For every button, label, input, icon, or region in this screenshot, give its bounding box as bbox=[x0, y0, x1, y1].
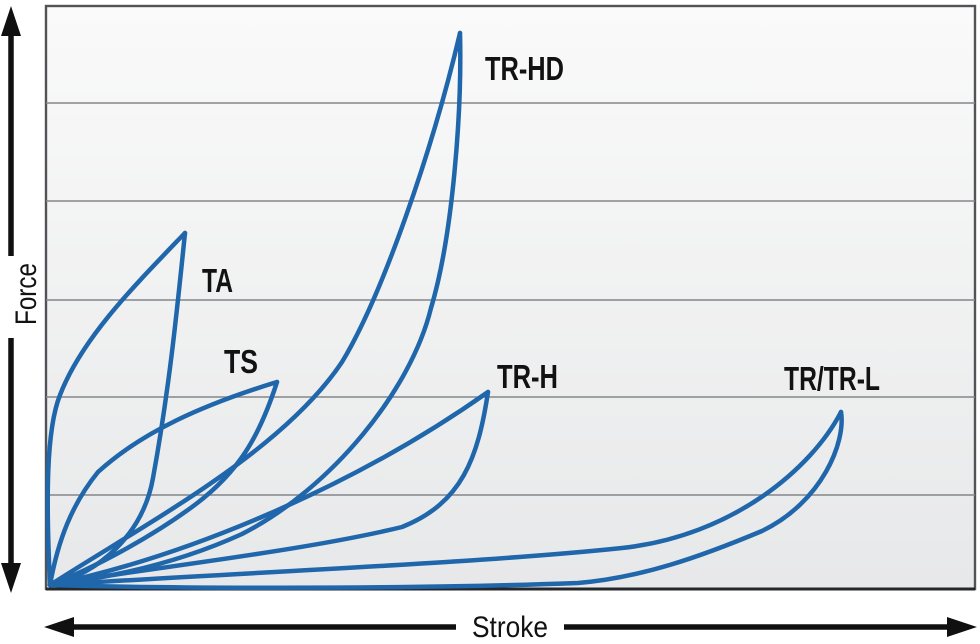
stroke-axis-arrowhead-left bbox=[44, 617, 74, 637]
curve-tr-hd-up bbox=[47, 30, 463, 588]
stroke-axis-label: Stroke bbox=[472, 611, 548, 644]
force-axis-arrowhead-bottom bbox=[1, 563, 21, 593]
label-tr-trl: TR/TR-L bbox=[784, 360, 880, 397]
curve-tr-trl-up bbox=[47, 409, 844, 588]
force-axis-label: Force bbox=[10, 263, 43, 325]
curve-ta-up bbox=[45, 230, 188, 588]
curve-ts-up bbox=[47, 379, 280, 588]
label-ts: TS bbox=[224, 343, 258, 380]
force-axis-arrowhead-top bbox=[1, 6, 21, 36]
curve-tr-h-down bbox=[47, 389, 491, 588]
label-tr-hd: TR-HD bbox=[485, 50, 564, 87]
label-ta: TA bbox=[202, 262, 233, 299]
gridlines bbox=[46, 102, 975, 496]
curve-tr-hd-down bbox=[47, 30, 463, 588]
stroke-axis: Stroke bbox=[44, 611, 977, 644]
label-tr-h: TR-H bbox=[497, 358, 558, 395]
series-labels: TA TS TR-HD TR-H TR/TR-L bbox=[202, 50, 880, 397]
curve-tr-h-up bbox=[47, 389, 491, 588]
force-axis: Force bbox=[1, 6, 43, 593]
curve-ts-down bbox=[47, 379, 280, 588]
curve-tr-trl-down bbox=[47, 409, 844, 590]
curves bbox=[45, 30, 844, 590]
stroke-axis-arrowhead-right bbox=[947, 617, 977, 637]
